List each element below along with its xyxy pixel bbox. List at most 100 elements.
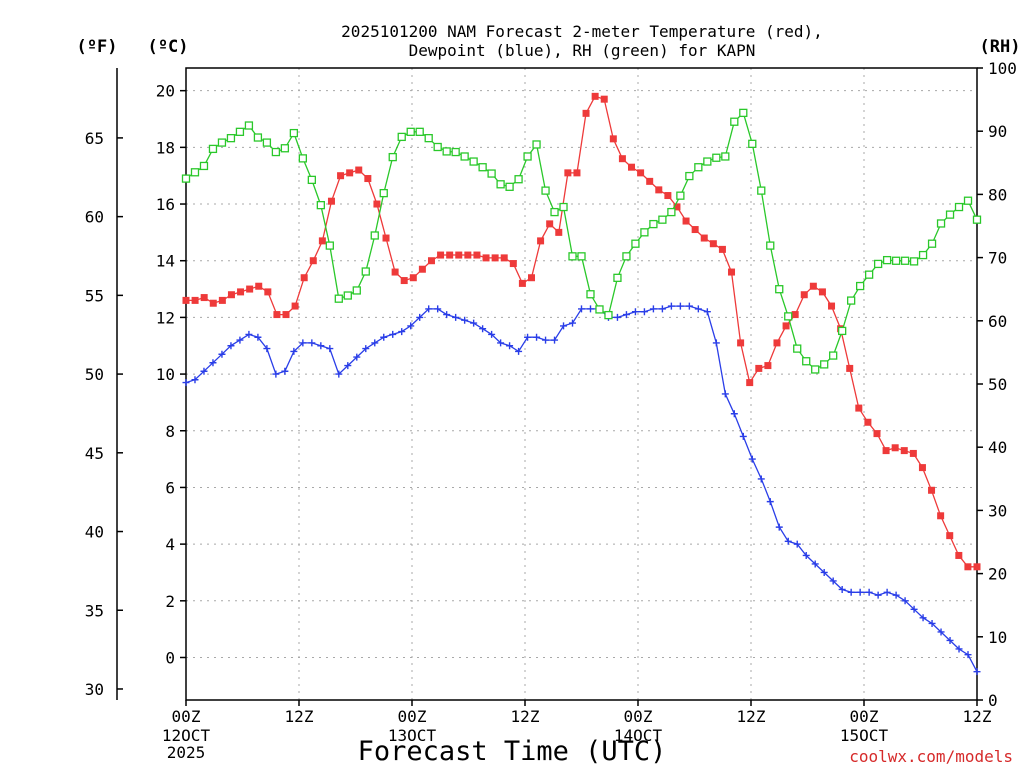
rh-point (649, 219, 658, 229)
rh-tick-label: 0 (988, 691, 998, 710)
rh-point (298, 154, 308, 163)
rh-point (550, 207, 559, 217)
rh-point (199, 161, 209, 171)
rh-point (730, 117, 739, 126)
temperature-point (200, 294, 208, 302)
rh-point (613, 273, 622, 282)
dewpoint-point (479, 325, 487, 333)
rh-point (927, 239, 937, 248)
rh-point (694, 163, 703, 172)
rh-tick-label: 50 (988, 375, 1007, 394)
rh-point (900, 256, 910, 265)
series-layer (181, 92, 982, 676)
temperature-point (582, 109, 590, 117)
dewpoint-point (353, 353, 361, 361)
rh-point (631, 239, 640, 248)
dewpoint-point (586, 305, 594, 313)
rh-point (936, 219, 946, 228)
dewpoint-point (694, 305, 702, 313)
rh-point (667, 207, 676, 217)
dewpoint-point (398, 328, 406, 336)
rh-point (945, 210, 955, 219)
rh-point (442, 147, 451, 156)
dewpoint-point (955, 645, 963, 653)
rh-point (622, 252, 631, 261)
temperature-point (691, 226, 699, 234)
dewpoint-point (847, 588, 855, 596)
rh-point (190, 168, 200, 177)
rh-point (226, 134, 236, 143)
temperature-point (664, 192, 672, 200)
temperature-point (309, 257, 317, 265)
dewpoint-point (721, 390, 729, 398)
temperature-point (828, 302, 836, 310)
rh-point (864, 270, 874, 279)
rh-point (766, 241, 775, 250)
chart-title-line1: 2025101200 NAM Forecast 2-meter Temperat… (341, 22, 823, 41)
series-rh (181, 108, 982, 374)
rh-point (559, 202, 568, 212)
fahrenheit-tick-label: 50 (85, 365, 104, 384)
rh-point (370, 231, 379, 240)
rh-point (972, 215, 982, 224)
dewpoint-point (766, 498, 774, 506)
temperature-point (673, 203, 681, 211)
dewpoint-point (371, 339, 379, 347)
dewpoint-point (191, 376, 199, 384)
temperature-point (909, 449, 917, 457)
x-axis-label: Forecast Time (UTC) (358, 736, 667, 767)
rh-tick-label: 90 (988, 122, 1007, 141)
credit-label: coolwx.com/models (849, 747, 1013, 766)
temperature-point (700, 234, 708, 242)
temperature-point (182, 296, 190, 304)
temperature-point (573, 169, 581, 177)
rh-tick-label: 80 (988, 185, 1007, 204)
x-tick-time-label: 00Z (850, 707, 879, 726)
dewpoint-point (209, 359, 217, 367)
temperature-point (337, 172, 345, 180)
celsius-tick-label: 18 (156, 138, 175, 157)
rh-point (811, 365, 820, 374)
temperature-point (318, 237, 326, 245)
rh-point (802, 357, 811, 366)
dewpoint-point (407, 322, 415, 330)
temperature-point (628, 163, 636, 171)
rh-point (793, 344, 802, 353)
rh-point (514, 175, 523, 184)
x-tick-time-label: 00Z (624, 707, 653, 726)
temperature-point (264, 288, 272, 296)
dewpoint-point (919, 614, 927, 622)
temperature-point (500, 254, 508, 262)
fahrenheit-tick-label: 65 (85, 129, 104, 148)
rh-point (244, 121, 254, 130)
celsius-tick-label: 14 (156, 252, 175, 271)
rh-point (352, 286, 361, 295)
temperature-point (882, 447, 890, 455)
fahrenheit-tick-label: 60 (85, 208, 104, 227)
rh-point (855, 281, 865, 291)
temperature-point (728, 268, 736, 276)
dewpoint-point (308, 339, 316, 347)
temperature-point (609, 135, 617, 143)
dewpoint-point (236, 336, 244, 344)
rh-tick-label: 20 (988, 565, 1007, 584)
dewpoint-point (515, 347, 523, 355)
temperature-point (382, 234, 390, 242)
rh-point (604, 310, 613, 320)
celsius-tick-label: 6 (165, 478, 175, 497)
celsius-tick-label: 2 (165, 592, 175, 611)
axes: 0 2 4 6 8 10 12 14 16 18 20 30 35 40 45 50 55 60 65 0 10 20 30… (85, 59, 1017, 762)
temperature-point (928, 486, 936, 494)
dewpoint-point (524, 333, 532, 341)
fahrenheit-tick-label: 55 (85, 286, 104, 305)
temperature-point (646, 177, 654, 185)
dewpoint-point (838, 585, 846, 593)
temperature-line (186, 95, 977, 568)
dewpoint-point (937, 628, 945, 636)
rh-point (406, 127, 415, 136)
rh-point (757, 186, 766, 195)
dewpoint-point (362, 345, 370, 353)
dewpoint-point (649, 305, 657, 313)
temperature-point (591, 92, 599, 100)
temperature-point (773, 339, 781, 347)
